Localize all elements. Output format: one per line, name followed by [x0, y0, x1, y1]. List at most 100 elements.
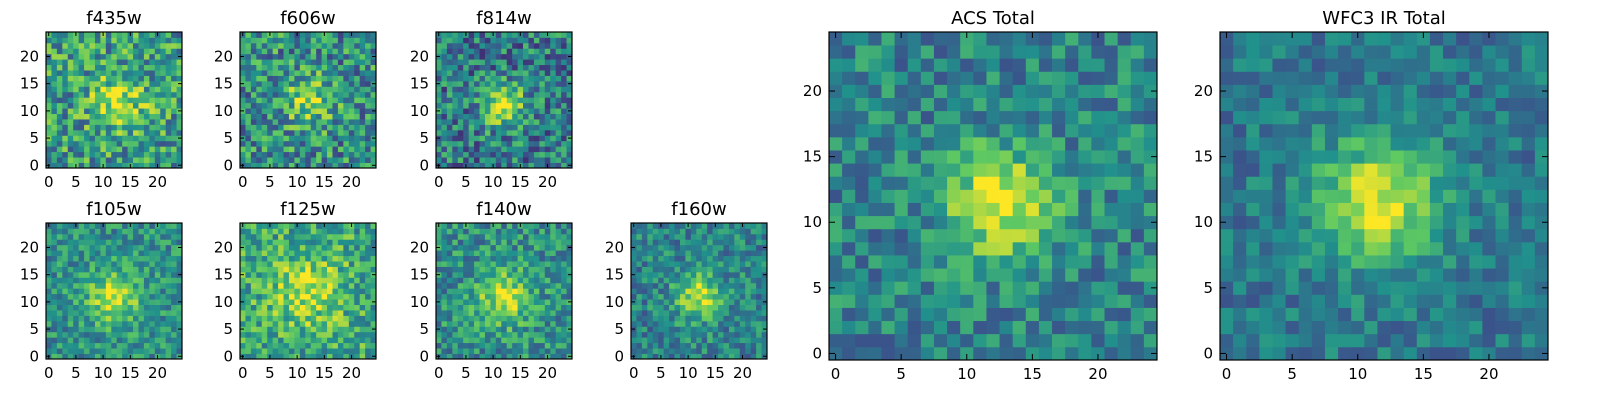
heatmap-cell	[370, 337, 377, 344]
heatmap-cell	[544, 108, 551, 114]
heatmap-cell	[690, 337, 697, 344]
heatmap-cell	[658, 331, 665, 338]
heatmap-cell	[67, 223, 74, 229]
heatmap-cell	[149, 80, 156, 87]
heatmap-cell	[723, 282, 730, 289]
heatmap-cell	[539, 228, 546, 235]
heatmap-cell	[154, 331, 161, 338]
heatmap-cell	[484, 80, 491, 87]
heatmap-cell	[316, 42, 322, 49]
heatmap-cell	[679, 255, 686, 262]
x-tick-label: 15	[706, 364, 725, 382]
heatmap-cell	[365, 261, 371, 267]
heatmap-cell	[337, 315, 344, 322]
heatmap-cell	[261, 315, 268, 322]
heatmap-cell	[663, 223, 670, 229]
heatmap-cell	[550, 250, 557, 257]
heatmap-cell	[436, 304, 442, 311]
heatmap-cell	[712, 348, 719, 354]
heatmap-cell	[278, 162, 284, 169]
heatmap-cell	[631, 315, 637, 322]
heatmap-cell	[94, 282, 101, 289]
heatmap-cell	[1078, 307, 1092, 322]
heatmap-cell	[539, 119, 546, 125]
heatmap-cell	[652, 315, 659, 322]
heatmap-cell	[176, 233, 183, 240]
heatmap-cell	[250, 91, 257, 98]
heatmap-cell	[332, 42, 339, 49]
heatmap-cell	[479, 277, 486, 284]
heatmap-cell	[51, 124, 58, 131]
heatmap-cell	[842, 228, 856, 243]
heatmap-cell	[294, 86, 301, 93]
y-tick-label: 15	[410, 75, 429, 93]
heatmap-cell	[1065, 320, 1079, 335]
heatmap-cell	[539, 86, 546, 93]
heatmap-cell	[160, 162, 167, 169]
heatmap-cell	[278, 48, 284, 55]
heatmap-cell	[46, 331, 52, 338]
heatmap-cell	[294, 233, 301, 240]
heatmap-cell	[761, 320, 768, 327]
heatmap-cell	[868, 268, 882, 282]
heatmap-cell	[62, 86, 69, 93]
heatmap-cell	[463, 140, 470, 147]
heatmap-cell	[359, 239, 366, 246]
heatmap-cell	[127, 53, 134, 60]
heatmap-cell	[250, 135, 257, 142]
heatmap-cell	[479, 129, 486, 136]
heatmap-cell	[555, 64, 562, 71]
heatmap-cell	[533, 228, 540, 235]
heatmap-cell	[316, 233, 322, 240]
heatmap-cell	[652, 261, 659, 267]
heatmap-cell	[348, 113, 355, 120]
heatmap-cell	[452, 348, 459, 354]
heatmap-cell	[1104, 333, 1119, 348]
heatmap-cell	[436, 228, 442, 235]
heatmap-cell	[261, 223, 268, 229]
heatmap-cell	[51, 91, 58, 98]
f814w-heatmap	[436, 32, 573, 169]
heatmap-cell	[348, 261, 355, 267]
heatmap-cell	[288, 288, 295, 295]
heatmap-cell	[250, 293, 257, 300]
heatmap-cell	[250, 70, 257, 76]
heatmap-cell	[294, 304, 301, 311]
x-tick-label: 0	[434, 364, 444, 382]
heatmap-cell	[127, 255, 134, 262]
heatmap-cell	[294, 271, 301, 278]
heatmap-cell	[321, 266, 328, 273]
heatmap-cell	[278, 255, 284, 262]
heatmap-cell	[370, 119, 377, 125]
heatmap-cell	[332, 146, 339, 153]
heatmap-cell	[370, 342, 377, 349]
heatmap-cell	[105, 282, 112, 289]
heatmap-cell	[160, 135, 167, 142]
heatmap-cell	[272, 261, 279, 267]
heatmap-cell	[89, 266, 96, 273]
heatmap-cell	[278, 86, 284, 93]
heatmap-cell	[474, 97, 480, 104]
heatmap-cell	[756, 299, 762, 305]
heatmap-cell	[78, 42, 85, 49]
heatmap-cell	[365, 162, 371, 169]
heatmap-cell	[305, 337, 312, 344]
heatmap-cell	[127, 157, 134, 163]
heatmap-cell	[62, 162, 69, 169]
heatmap-cell	[479, 299, 486, 305]
heatmap-cell	[240, 331, 246, 338]
heatmap-cell	[348, 124, 355, 131]
heatmap-cell	[647, 271, 654, 278]
heatmap-cell	[78, 124, 85, 131]
heatmap-cell	[56, 326, 63, 333]
heatmap-cell	[56, 239, 63, 246]
heatmap-cell	[267, 70, 274, 76]
heatmap-cell	[566, 337, 573, 344]
heatmap-cell	[550, 223, 557, 229]
heatmap-cell	[245, 282, 252, 289]
heatmap-cell	[506, 108, 513, 114]
heatmap-cell	[658, 337, 665, 344]
heatmap-cell	[533, 244, 540, 251]
heatmap-cell	[272, 37, 279, 44]
heatmap-cell	[550, 48, 557, 55]
